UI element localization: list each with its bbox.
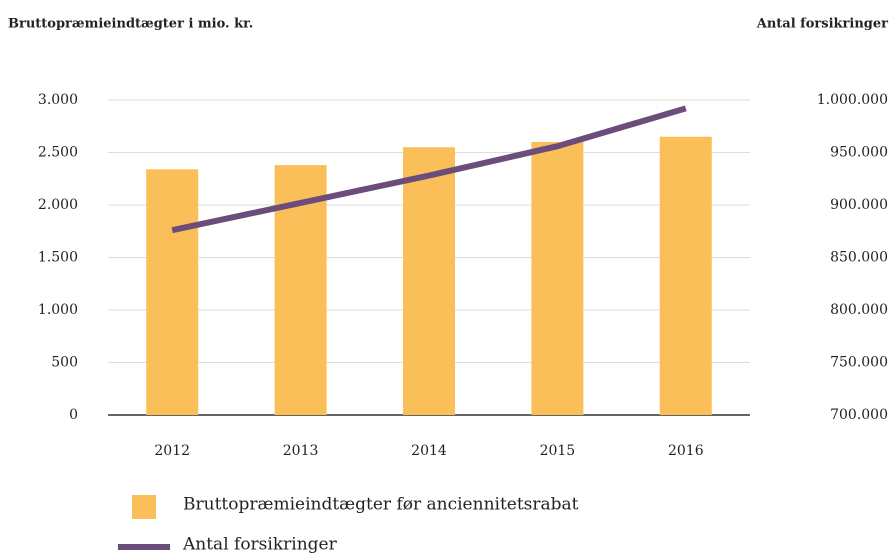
y2-tick-label: 950.000 (830, 145, 888, 161)
legend-swatch (132, 495, 156, 519)
y-tick-label: 1.000 (38, 302, 78, 318)
y-tick-label: 1.500 (38, 250, 78, 266)
y-tick-label: 2.500 (38, 145, 78, 161)
x-tick-label: 2014 (411, 443, 447, 459)
x-tick-label: 2015 (540, 443, 576, 459)
bar (659, 136, 712, 415)
y2-tick-label: 900.000 (830, 197, 888, 213)
bar (531, 142, 584, 415)
x-tick-label: 2016 (668, 443, 704, 459)
line (171, 105, 687, 234)
bar (146, 169, 199, 415)
legend-label: Bruttopræmieindtægter før anciennitetsra… (183, 495, 579, 515)
y2-tick-label: 750.000 (830, 355, 888, 371)
y-tick-label: 500 (51, 355, 78, 371)
y-tick-label: 3.000 (38, 92, 78, 108)
legend-label: Antal forsikringer (182, 535, 338, 555)
x-tick-label: 2013 (283, 443, 319, 459)
y2-tick-label: 1.000.000 (817, 92, 888, 108)
x-tick-label: 2012 (154, 443, 190, 459)
y2-tick-label: 700.000 (830, 407, 888, 423)
y2-tick-label: 800.000 (830, 302, 888, 318)
y-tick-label: 0 (69, 407, 78, 423)
y-axis-title: Bruttopræmieindtægter i mio. kr. (8, 17, 253, 32)
y-tick-label: 2.000 (38, 197, 78, 213)
y2-axis-title: Antal forsikringer (756, 17, 888, 32)
y2-tick-label: 850.000 (830, 250, 888, 266)
bar (403, 147, 455, 415)
